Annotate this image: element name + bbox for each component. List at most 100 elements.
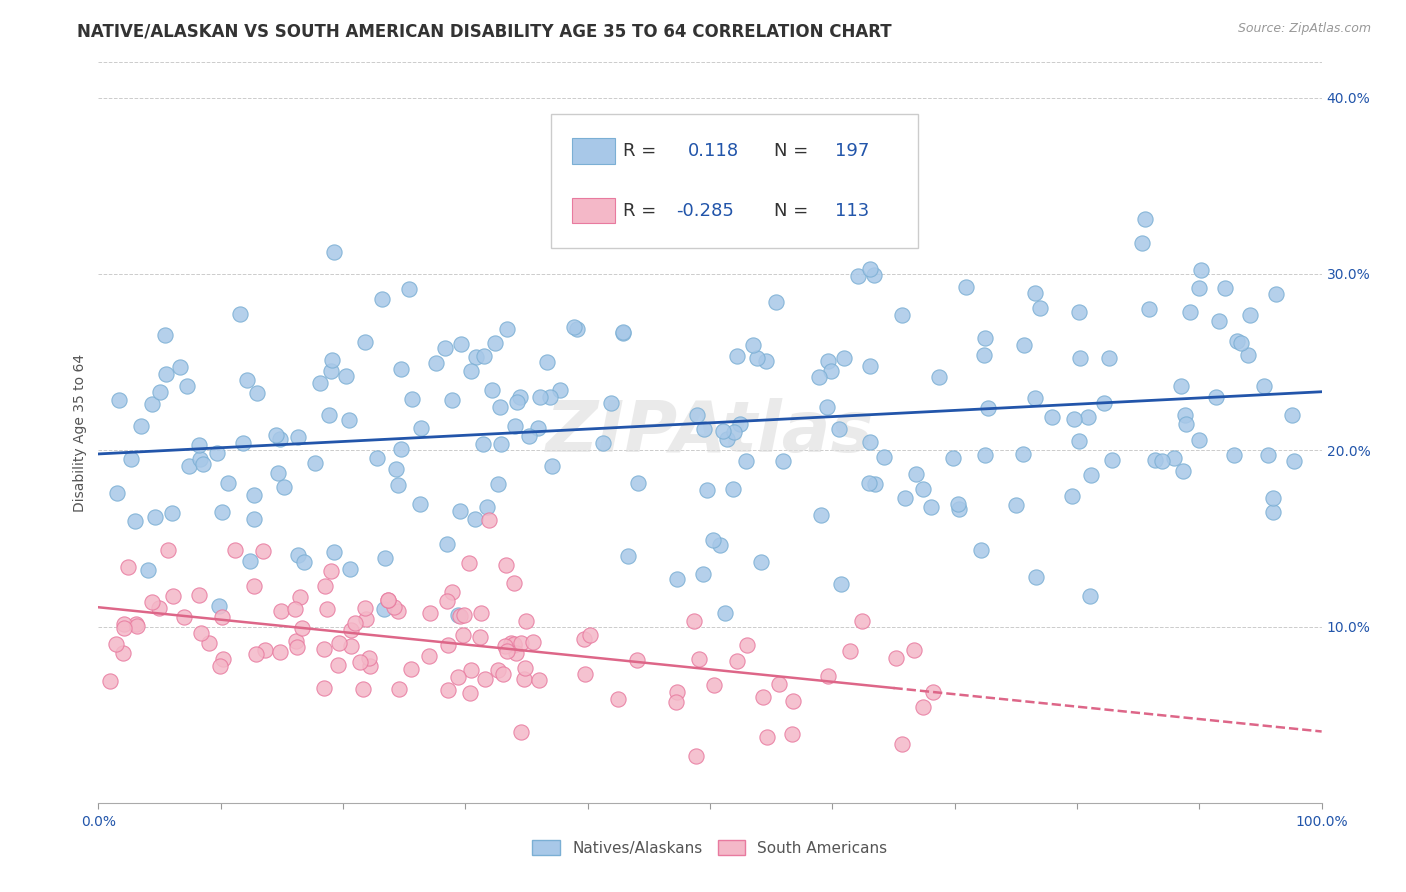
Point <box>820 363 842 377</box>
Point <box>768 676 790 690</box>
Point <box>765 294 787 309</box>
Point <box>98 674 121 689</box>
Point <box>243 512 266 526</box>
Point <box>890 737 912 751</box>
Point <box>141 595 163 609</box>
Point <box>120 451 142 466</box>
Point <box>862 268 884 282</box>
Point <box>198 636 221 650</box>
Point <box>323 545 346 559</box>
Point <box>321 353 343 368</box>
Point <box>1135 212 1157 227</box>
Point <box>319 364 342 378</box>
Point <box>224 543 246 558</box>
Point <box>1069 351 1091 365</box>
Point <box>728 417 751 431</box>
Point <box>124 514 146 528</box>
Point <box>312 641 335 656</box>
Point <box>112 617 135 632</box>
Point <box>752 690 775 704</box>
Point <box>495 558 517 572</box>
Point <box>973 348 995 362</box>
Point <box>359 658 381 673</box>
Point <box>838 644 860 658</box>
Point <box>494 639 516 653</box>
Point <box>721 482 744 496</box>
Point <box>903 643 925 657</box>
Point <box>830 576 852 591</box>
Point <box>319 564 342 578</box>
Point <box>285 640 308 655</box>
Point <box>316 602 339 616</box>
Point <box>472 349 495 363</box>
Point <box>176 378 198 392</box>
Point <box>169 360 191 375</box>
Point <box>477 500 499 514</box>
Point <box>190 625 212 640</box>
Point <box>688 652 710 666</box>
Point <box>747 351 769 366</box>
Point <box>828 422 851 436</box>
Point <box>859 262 882 277</box>
Point <box>141 397 163 411</box>
Point <box>529 390 551 404</box>
Point <box>693 422 716 436</box>
Point <box>384 461 406 475</box>
Point <box>1012 338 1035 352</box>
FancyBboxPatch shape <box>572 197 614 224</box>
Point <box>229 307 252 321</box>
Point <box>755 731 778 745</box>
Point <box>323 244 346 259</box>
Point <box>389 442 412 456</box>
Point <box>232 436 254 450</box>
Point <box>349 655 371 669</box>
Point <box>548 383 571 397</box>
Point <box>187 588 209 602</box>
Point <box>1101 453 1123 467</box>
Point <box>177 459 200 474</box>
Point <box>354 612 377 626</box>
Point <box>104 637 127 651</box>
Point <box>1069 305 1091 319</box>
Point <box>287 430 309 444</box>
Point <box>489 437 512 451</box>
Point <box>328 658 350 673</box>
Point <box>389 362 412 376</box>
Point <box>447 607 470 622</box>
Point <box>499 636 522 650</box>
Point <box>540 458 562 473</box>
Point <box>470 630 492 644</box>
Point <box>492 667 515 681</box>
Point <box>419 606 441 620</box>
Point <box>433 341 456 355</box>
Point <box>1226 334 1249 349</box>
Point <box>1257 448 1279 462</box>
Point <box>735 638 758 652</box>
Point <box>1040 409 1063 424</box>
Point <box>486 663 509 677</box>
Point <box>308 376 330 390</box>
Point <box>267 466 290 480</box>
Text: 113: 113 <box>835 202 869 219</box>
Point <box>942 451 965 466</box>
Point <box>489 400 512 414</box>
Point <box>238 554 260 568</box>
Point <box>409 497 432 511</box>
Point <box>1188 281 1211 295</box>
Point <box>536 355 558 369</box>
Point <box>451 628 474 642</box>
Point <box>859 435 882 450</box>
Point <box>1005 498 1028 512</box>
Point <box>502 639 524 653</box>
Point <box>486 477 509 491</box>
Point <box>335 369 357 384</box>
Point <box>832 351 855 365</box>
Point <box>470 606 492 620</box>
Legend: Natives/Alaskans, South Americans: Natives/Alaskans, South Americans <box>526 834 894 862</box>
Point <box>1132 235 1154 250</box>
Point <box>496 322 519 336</box>
Point <box>1092 396 1115 410</box>
Point <box>709 538 731 552</box>
Point <box>912 699 935 714</box>
Point <box>401 392 423 406</box>
